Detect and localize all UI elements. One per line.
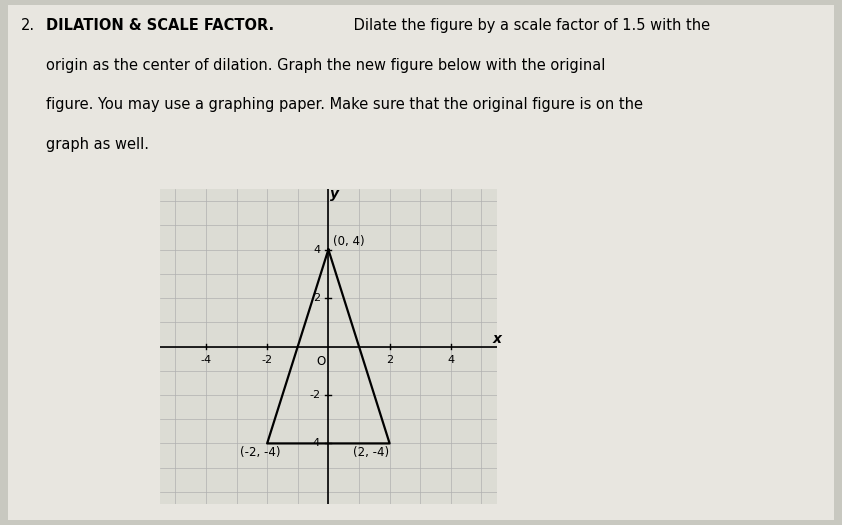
Text: 4: 4: [447, 355, 455, 365]
Text: 2: 2: [313, 293, 321, 303]
Text: 2.: 2.: [21, 18, 35, 34]
Text: figure. You may use a graphing paper. Make sure that the original figure is on t: figure. You may use a graphing paper. Ma…: [46, 97, 643, 112]
Text: -4: -4: [200, 355, 211, 365]
Text: (0, 4): (0, 4): [333, 235, 365, 248]
Text: -4: -4: [310, 438, 321, 448]
Text: graph as well.: graph as well.: [46, 136, 149, 152]
Text: 4: 4: [313, 245, 321, 255]
Text: y: y: [330, 187, 339, 201]
Text: origin as the center of dilation. Graph the new figure below with the original: origin as the center of dilation. Graph …: [46, 58, 605, 73]
Text: -2: -2: [262, 355, 273, 365]
Text: x: x: [493, 332, 501, 346]
Text: 2: 2: [386, 355, 393, 365]
Text: (2, -4): (2, -4): [353, 446, 389, 459]
FancyBboxPatch shape: [8, 5, 834, 520]
Text: DILATION & SCALE FACTOR.: DILATION & SCALE FACTOR.: [46, 18, 274, 34]
Text: (-2, -4): (-2, -4): [240, 446, 280, 459]
Text: -2: -2: [310, 390, 321, 400]
Text: O: O: [316, 355, 325, 368]
Text: Dilate the figure by a scale factor of 1.5 with the: Dilate the figure by a scale factor of 1…: [349, 18, 711, 34]
